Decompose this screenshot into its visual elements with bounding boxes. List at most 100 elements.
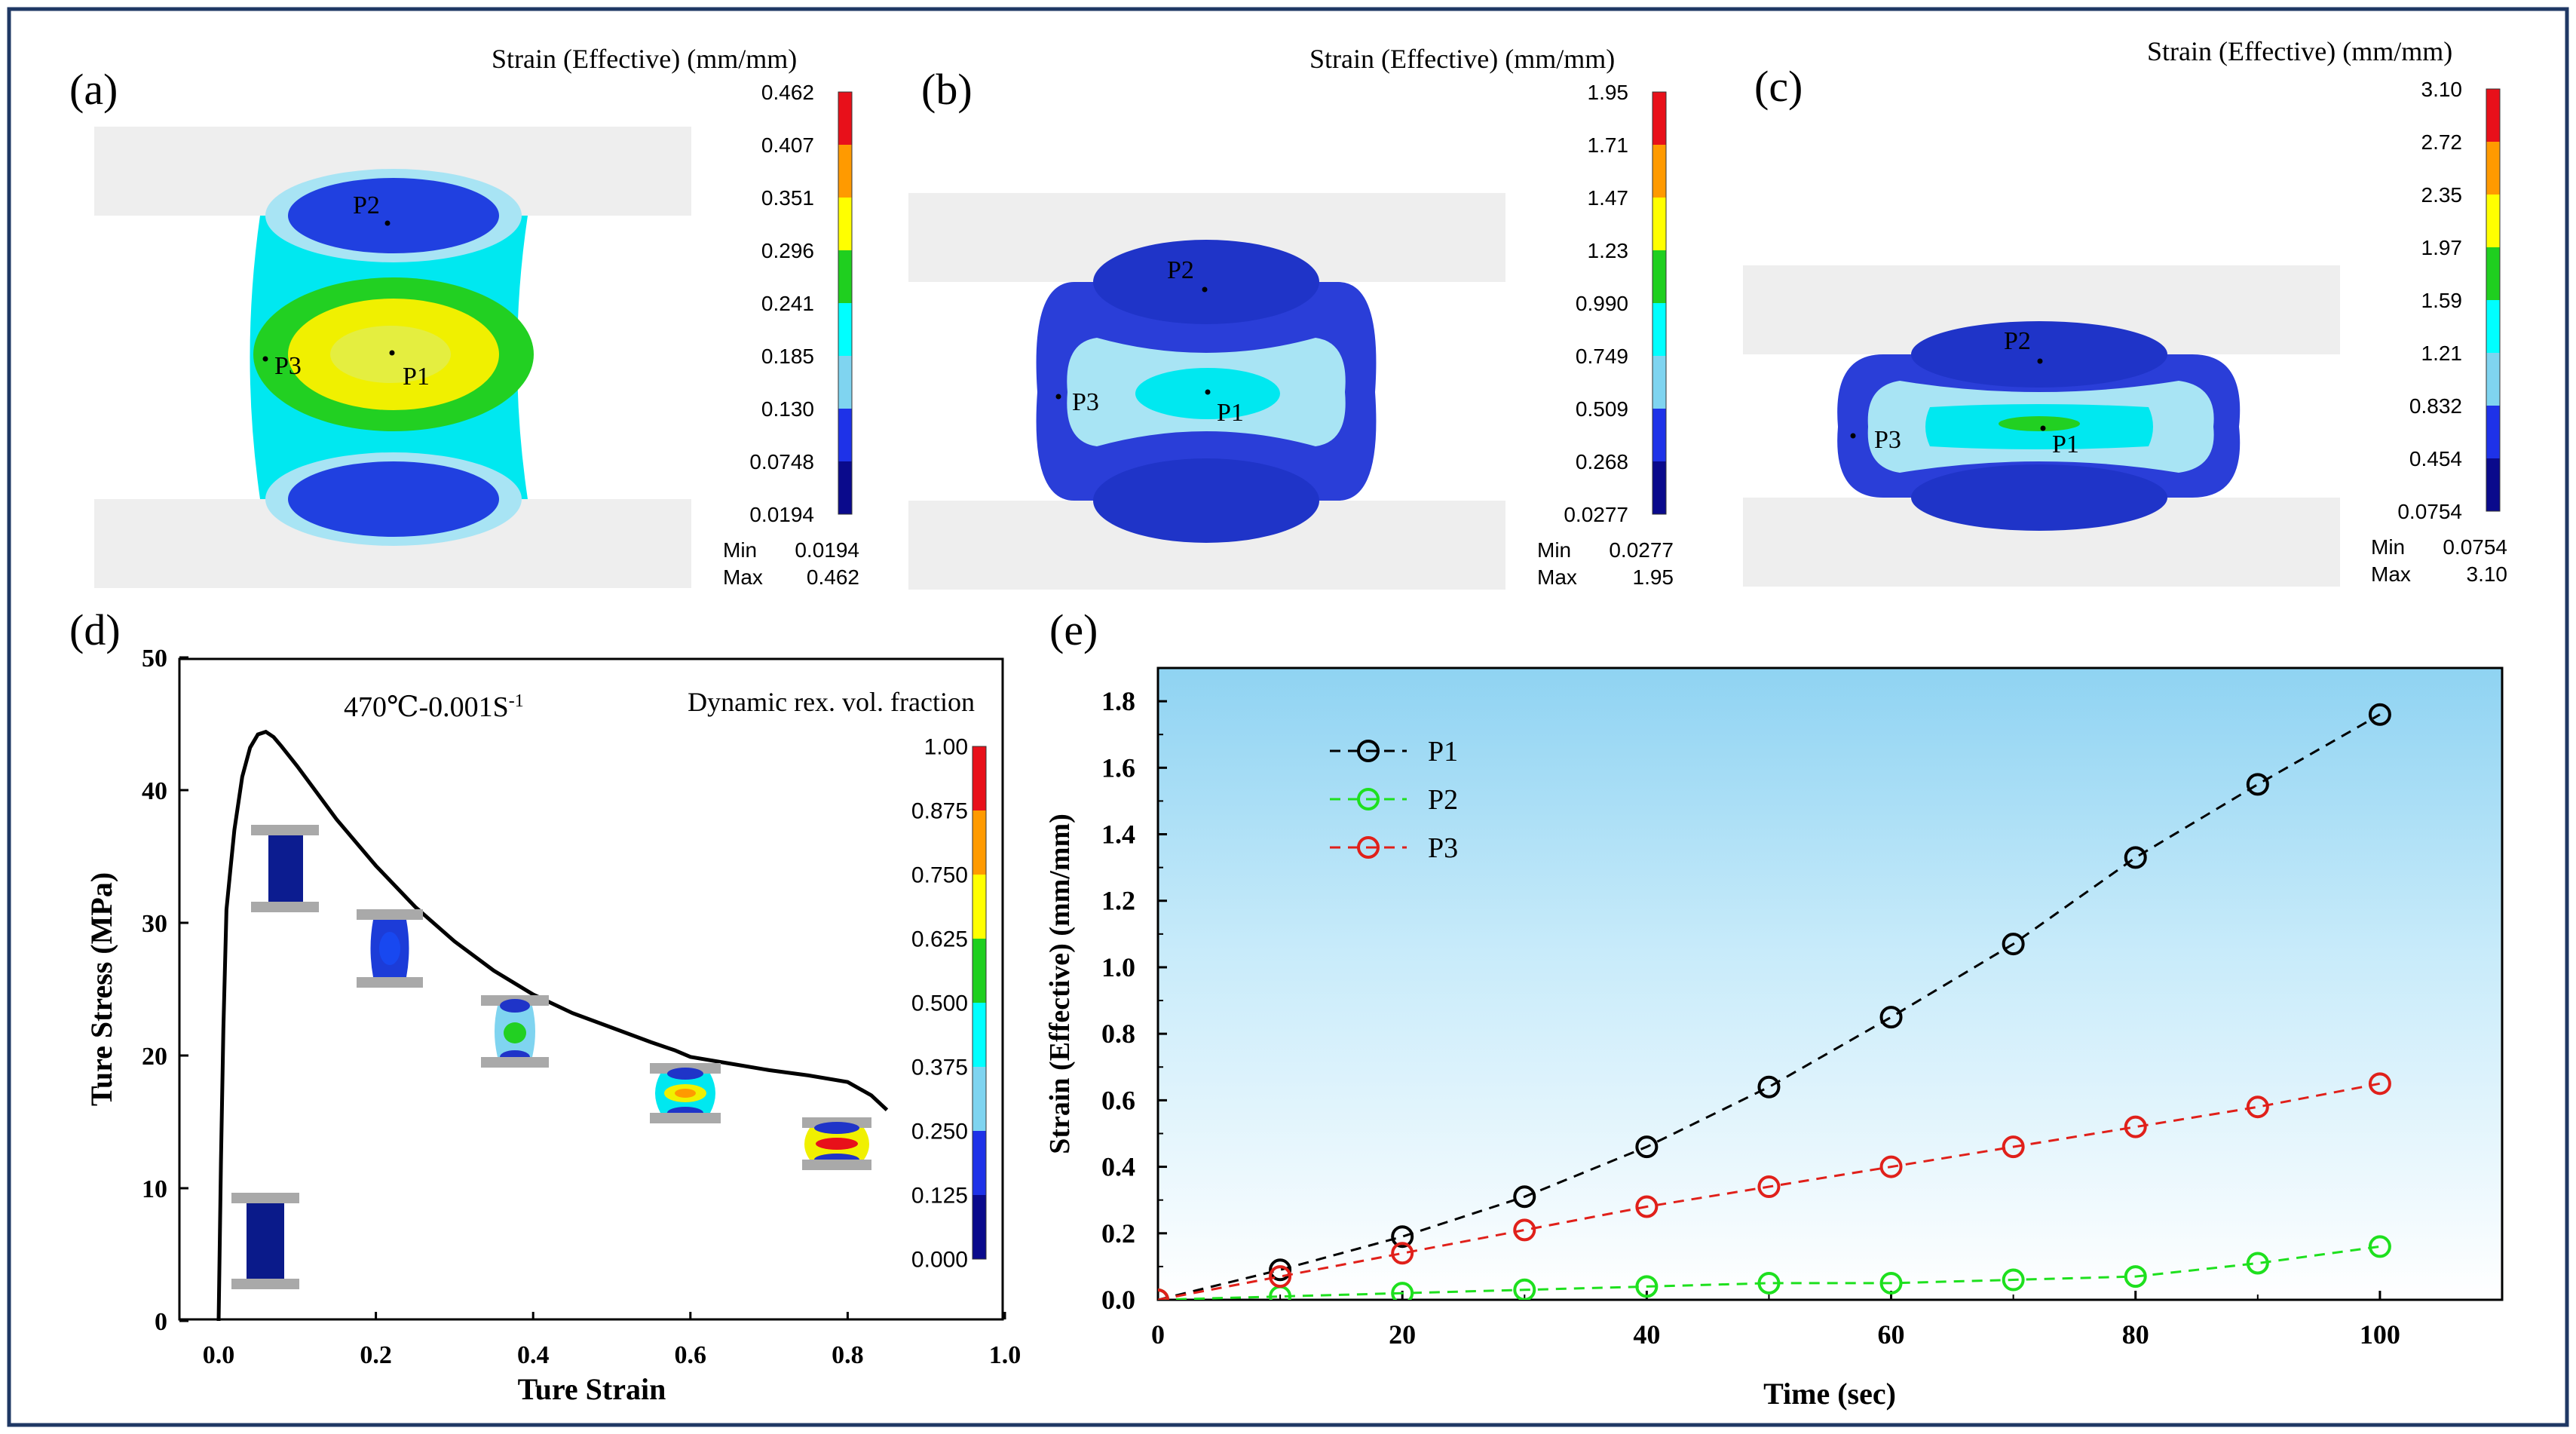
data-point-p3 [1879, 1155, 1903, 1178]
panel-d-condition-text: 470℃-0.001S [344, 691, 509, 723]
colorbar-segment [838, 145, 852, 198]
data-point-p2 [2368, 1235, 2391, 1258]
panel-e-legend: P1 P2 P3 [1330, 736, 1458, 864]
panel-d-colorbar: 1.00 0.875 0.750 0.625 0.500 0.375 0.250 0.125 0… [911, 735, 987, 1273]
data-point-p1 [1391, 1225, 1414, 1249]
data-point-p2 [1391, 1282, 1414, 1300]
colorbar-tick-label: 0.351 [761, 186, 814, 210]
panel-b-colorbar-title: Strain (Effective) (mm/mm) [1309, 44, 1615, 74]
colorbar-segment [973, 875, 986, 939]
data-point-p3 [1757, 1175, 1781, 1199]
panel-e-plot-background [1158, 668, 2502, 1300]
x-tick-label: 1.0 [989, 1341, 1022, 1369]
panel-a-max-label: Max [723, 565, 763, 589]
panel-a-colorbar-title: Strain (Effective) (mm/mm) [492, 44, 797, 74]
data-point-p3 [2002, 1135, 2025, 1159]
data-point-p1 [1757, 1075, 1781, 1098]
panel-b-specimen: P2 P1 P3 [1036, 240, 1377, 543]
panel-a-point-p3: P3 [274, 352, 302, 380]
colorbar-segment [838, 356, 852, 409]
panel-a-min-label: Min [723, 538, 757, 562]
panel-b-point-p1: P1 [1217, 399, 1244, 427]
thumb-2 [251, 825, 319, 912]
colorbar-segment [838, 250, 852, 304]
panel-c-min-value: 0.0754 [2443, 535, 2507, 559]
y-tick-label: 1.2 [1101, 886, 1135, 916]
data-point-p2 [2002, 1268, 2025, 1292]
panel-d-stress-curve [216, 729, 889, 1322]
panel-a-label: (a) [69, 65, 118, 114]
colorbar-tick-label: 0.241 [761, 292, 814, 315]
panel-b-label: (b) [921, 65, 973, 114]
panel-b-max-value: 1.95 [1633, 565, 1674, 589]
data-point-p2 [2246, 1252, 2269, 1275]
panel-d-label: (d) [69, 605, 121, 654]
colorbar-segment [2486, 353, 2500, 406]
y-axis-label: Ture Stress (MPa) [84, 872, 118, 1106]
y-tick-label: 1.8 [1101, 686, 1135, 716]
colorbar-tick-label: 1.00 [924, 735, 968, 760]
colorbar-segment [2486, 406, 2500, 459]
panel-a-specimen: P2 P1 P3 [250, 169, 534, 546]
x-tick-label: 40 [1633, 1319, 1660, 1350]
panel-c-point-p1: P1 [2052, 431, 2079, 458]
thumb-5 [650, 1063, 721, 1123]
colorbar-segment [973, 746, 986, 811]
panel-d-condition-superscript: -1 [509, 691, 524, 711]
series-line-p3 [1158, 1082, 2381, 1300]
colorbar-tick-label: 0.000 [911, 1248, 968, 1273]
data-point-p1 [2368, 703, 2391, 726]
colorbar-segment [838, 92, 852, 146]
colorbar-tick-label: 1.21 [2421, 342, 2463, 365]
colorbar-segment [1652, 356, 1666, 409]
x-tick-label: 0.2 [360, 1341, 392, 1369]
colorbar-tick-label: 0.462 [761, 81, 814, 104]
y-tick-label: 20 [142, 1043, 167, 1071]
panel-c-colorbar: 3.10 2.72 2.35 1.97 1.59 1.21 0.832 0.454 0.0754 [2397, 78, 2501, 523]
y-tick-label: 0.4 [1101, 1152, 1135, 1182]
panel-c-max-value: 3.10 [2467, 562, 2508, 586]
panel-a-max-value: 0.462 [807, 565, 859, 589]
panel-a-colorbar: 0.462 0.407 0.351 0.296 0.241 0.185 0.130 0.074… [749, 81, 853, 526]
thumb-4 [481, 995, 549, 1068]
colorbar-segment [1652, 461, 1666, 515]
y-tick-label: 1.6 [1101, 752, 1135, 783]
panel-a-point-p1: P1 [403, 363, 430, 391]
colorbar-segment [838, 409, 852, 462]
data-point-p3 [1391, 1242, 1414, 1265]
colorbar-frame [972, 746, 987, 1260]
data-point-p2 [1879, 1271, 1903, 1295]
colorbar-segment [1652, 92, 1666, 146]
figure-border [7, 7, 2569, 1427]
data-point-p3 [1635, 1195, 1659, 1218]
colorbar-tick-label: 0.625 [911, 927, 968, 952]
colorbar-segment [973, 1003, 986, 1068]
colorbar-tick-label: 0.375 [911, 1056, 968, 1080]
legend-label-p1: P1 [1428, 736, 1458, 768]
y-tick-label: 0.6 [1101, 1085, 1135, 1115]
colorbar-tick-label: 0.0277 [1564, 503, 1628, 526]
colorbar-tick-label: 0.0754 [2397, 500, 2462, 523]
y-axis-label: Strain (Effective) (mm/mm) [1044, 814, 1076, 1154]
colorbar-segment [838, 303, 852, 357]
data-point-p2 [1513, 1278, 1536, 1300]
data-point-p3 [2246, 1095, 2269, 1119]
data-point-p3 [1269, 1265, 1292, 1288]
panel-b-point-p2: P2 [1167, 256, 1194, 284]
colorbar-segment [1652, 198, 1666, 251]
thumb-1 [231, 1193, 299, 1289]
y-tick-label: 1.4 [1101, 820, 1135, 850]
colorbar-frame [838, 91, 853, 515]
x-tick-label: 20 [1389, 1319, 1416, 1350]
x-tick-label: 80 [2122, 1319, 2149, 1350]
panel-c-specimen: P2 P1 P3 [1837, 321, 2241, 531]
colorbar-frame [2486, 88, 2501, 512]
data-point-p2 [1635, 1275, 1659, 1298]
panel-c-point-p2: P2 [2004, 327, 2031, 355]
colorbar-segment [838, 461, 852, 515]
x-tick-label: 0.4 [517, 1341, 550, 1369]
colorbar-tick-label: 0.750 [911, 863, 968, 888]
panel-b-point-p3: P3 [1072, 388, 1099, 416]
panel-b-max-label: Max [1537, 565, 1577, 589]
